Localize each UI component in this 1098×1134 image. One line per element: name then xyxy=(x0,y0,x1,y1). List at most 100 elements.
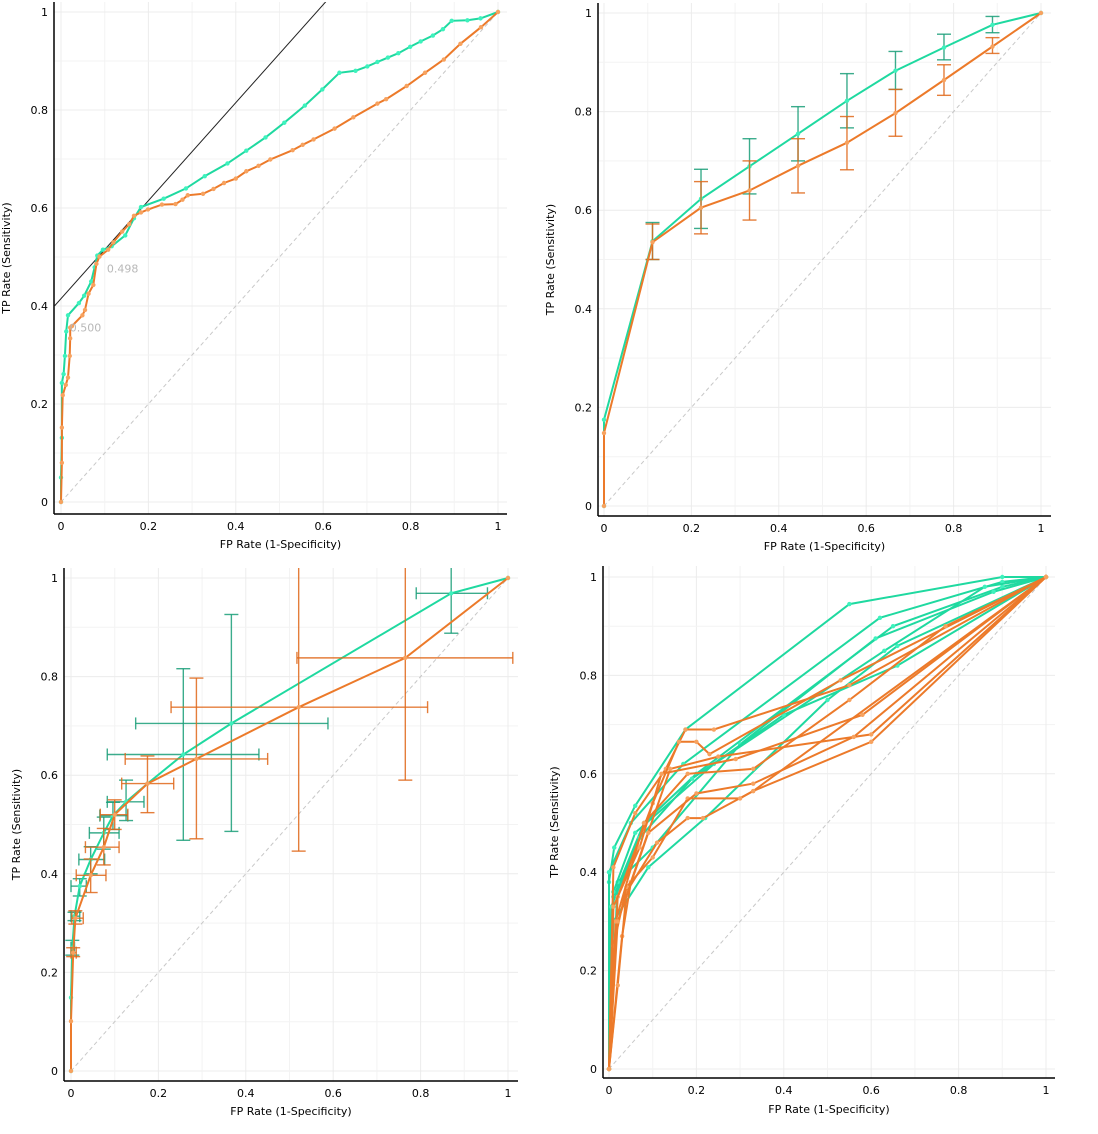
x-tick-label: 0.4 xyxy=(770,522,788,535)
data-point xyxy=(667,766,673,772)
data-point xyxy=(131,213,137,219)
data-point xyxy=(183,186,189,191)
x-tick-label: 0.2 xyxy=(683,522,701,535)
data-point xyxy=(869,739,874,745)
data-point xyxy=(650,855,655,860)
data-point xyxy=(611,865,616,870)
y-tick-label: 0.2 xyxy=(580,965,598,978)
data-point xyxy=(646,830,651,836)
data-point xyxy=(101,844,106,850)
y-tick-label: 0.6 xyxy=(41,769,59,782)
y-tick-label: 1 xyxy=(51,572,58,585)
data-point xyxy=(694,791,699,796)
data-point xyxy=(441,57,447,62)
data-point xyxy=(478,16,483,21)
data-point xyxy=(383,97,389,102)
data-point xyxy=(221,180,227,186)
x-tick-label: 0.8 xyxy=(412,1087,430,1100)
data-point xyxy=(847,697,852,703)
data-point xyxy=(60,392,65,398)
data-point xyxy=(633,803,638,808)
data-point xyxy=(1000,584,1005,590)
data-point xyxy=(851,734,856,740)
x-tick-label: 0.6 xyxy=(857,522,875,535)
data-point xyxy=(404,83,409,89)
data-point xyxy=(683,727,688,732)
data-point xyxy=(59,380,65,386)
data-point xyxy=(615,983,620,988)
x-tick-label: 0.8 xyxy=(402,520,420,533)
data-point xyxy=(202,173,207,179)
y-tick-label: 0.4 xyxy=(31,300,49,313)
plot-area xyxy=(601,10,1044,509)
data-point xyxy=(751,766,756,772)
data-point xyxy=(229,721,234,726)
data-point xyxy=(119,229,125,234)
series-green xyxy=(58,9,501,505)
y-tick-label: 0.6 xyxy=(31,202,49,215)
data-point xyxy=(73,915,78,921)
chance-diagonal xyxy=(60,11,499,503)
data-point xyxy=(458,41,463,47)
plot-area xyxy=(606,574,1049,1072)
data-point xyxy=(94,261,99,267)
data-point xyxy=(290,147,295,153)
data-point xyxy=(606,870,612,875)
data-point xyxy=(440,26,446,32)
roc-chart-3: 0 0.2 0.4 0.6 0.8 1 0 0.2 0.4 0.6 0.8 1 FP Rate (1-S… xyxy=(10,568,518,1118)
data-point xyxy=(244,169,249,174)
data-point xyxy=(601,417,607,422)
data-point xyxy=(185,193,190,198)
data-point xyxy=(982,584,988,590)
y-axis-label: TP Rate (Sensitivity) xyxy=(10,769,23,881)
y-axis-label: TP Rate (Sensitivity) xyxy=(0,202,13,314)
x-tick-label: 1 xyxy=(1043,1084,1050,1097)
data-point xyxy=(69,323,75,329)
y-tick-label: 0.2 xyxy=(31,398,49,411)
data-point xyxy=(689,776,695,781)
data-point xyxy=(838,678,843,683)
data-point xyxy=(77,883,82,889)
y-tick-label: 0.4 xyxy=(575,303,593,316)
data-point xyxy=(707,751,712,757)
y-tick-label: 0.8 xyxy=(41,671,59,684)
x-tick-label: 0 xyxy=(606,1084,613,1097)
data-point xyxy=(941,77,947,83)
data-point xyxy=(505,575,511,581)
plot-area: 0.498 0.500 xyxy=(54,2,501,505)
data-point xyxy=(407,44,413,49)
y-tick-label: 1 xyxy=(585,7,592,20)
data-point xyxy=(263,135,268,140)
y-tick-label: 0 xyxy=(51,1065,58,1078)
data-point xyxy=(751,788,756,794)
data-point xyxy=(641,820,647,826)
data-point xyxy=(161,196,166,201)
x-tick-label: 1 xyxy=(495,520,502,533)
threshold-label: 0.500 xyxy=(70,321,102,334)
y-tick-label: 0.2 xyxy=(41,966,59,979)
x-tick-label: 0.2 xyxy=(150,1087,168,1100)
data-point xyxy=(422,70,428,75)
data-point xyxy=(882,648,887,653)
series-orange xyxy=(601,10,1044,509)
data-point xyxy=(893,68,898,73)
y-tick-label: 0.8 xyxy=(575,106,593,119)
x-axis-label: FP Rate (1-Specificity) xyxy=(768,1103,889,1116)
y-tick-label: 0 xyxy=(590,1063,597,1076)
data-point xyxy=(296,704,301,710)
data-point xyxy=(941,45,947,50)
data-point xyxy=(200,191,206,196)
data-point xyxy=(126,221,132,227)
data-point xyxy=(62,353,68,359)
data-point xyxy=(81,293,87,298)
data-point xyxy=(449,18,454,24)
data-point xyxy=(256,163,261,169)
x-tick-label: 0 xyxy=(601,522,608,535)
data-point xyxy=(711,727,717,732)
chance-diagonal xyxy=(603,12,1042,507)
data-point xyxy=(58,499,64,505)
data-point xyxy=(698,205,704,210)
x-axis-label: FP Rate (1-Specificity) xyxy=(220,538,341,551)
data-point xyxy=(601,430,607,436)
